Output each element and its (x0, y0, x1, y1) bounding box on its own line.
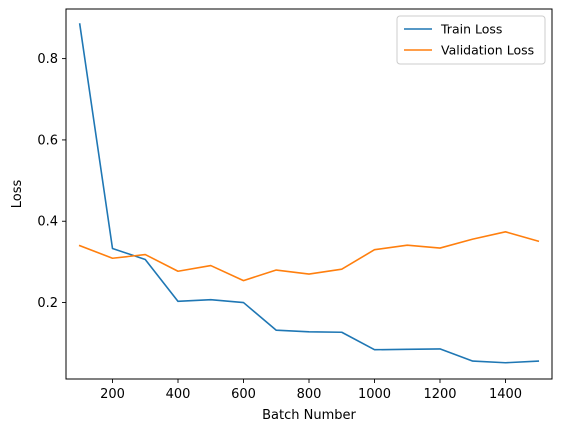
y-axis-label: Loss (10, 180, 25, 209)
series-line-1 (78, 231, 540, 282)
x-tick-label: 600 (231, 387, 256, 402)
x-tick-label: 1400 (489, 387, 522, 402)
x-tick-label: 800 (297, 387, 322, 402)
x-axis: 200 400 600 800 1000 1200 1400 (100, 379, 522, 402)
legend-label-0: Train Loss (440, 22, 502, 37)
series-line-0 (78, 23, 540, 364)
x-tick-label: 1200 (423, 387, 456, 402)
y-tick-label: 0.8 (37, 52, 58, 67)
y-tick-label: 0.6 (37, 133, 58, 148)
x-tick-label: 200 (100, 387, 125, 402)
x-tick-label: 400 (166, 387, 191, 402)
legend-label-1: Validation Loss (441, 43, 534, 58)
legend: Train Loss Validation Loss (396, 15, 546, 65)
x-axis-label: Batch Number (262, 408, 356, 423)
y-axis: 0.2 0.4 0.6 0.8 (37, 52, 66, 311)
legend-box (396, 15, 546, 65)
y-tick-label: 0.2 (37, 296, 58, 311)
plot-lines (78, 23, 540, 364)
y-tick-label: 0.4 (37, 215, 58, 230)
x-tick-label: 1000 (358, 387, 391, 402)
